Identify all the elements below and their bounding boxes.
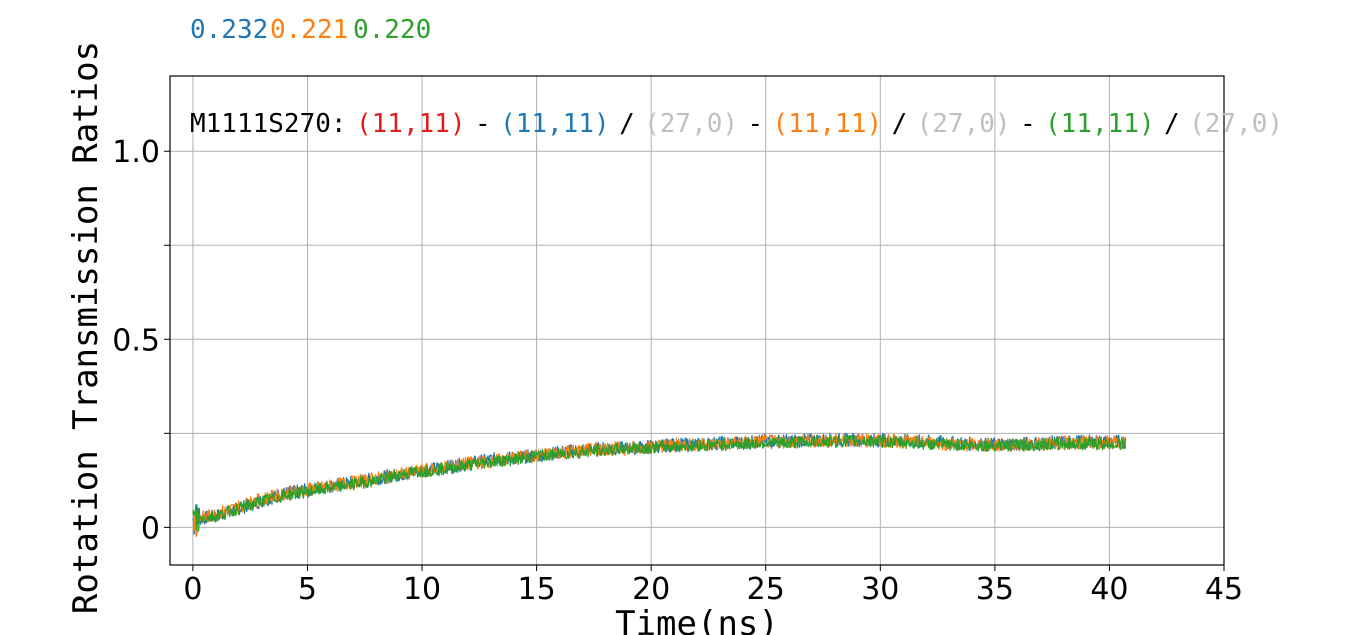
- x-tick-label: 40: [1090, 572, 1128, 607]
- x-tick-label: 45: [1205, 572, 1243, 607]
- series-layer: [192, 432, 1127, 538]
- y-tick-label: 0.5: [112, 323, 160, 358]
- annotation-segment: -: [747, 109, 763, 139]
- x-tick-label: 10: [403, 572, 441, 607]
- x-tick-label: 30: [861, 572, 899, 607]
- x-axis-label: Time(ns): [615, 604, 779, 635]
- y-tick-label: 1.0: [112, 135, 160, 170]
- annotation-segment: /: [619, 109, 635, 139]
- x-tick-label: 20: [632, 572, 670, 607]
- annotation-segment: (27,0): [1189, 109, 1283, 139]
- series-line-3: [192, 435, 1127, 532]
- annotation-segment: M1111S270:: [190, 109, 347, 139]
- top-value-2: 0.221: [270, 15, 348, 45]
- top-values: 0.232 0.221 0.220: [190, 15, 431, 45]
- x-tick-label: 0: [183, 572, 202, 607]
- ticks: 0 5 10 15 20 25 30 35 40 45 0 0.5 1.0: [112, 135, 1243, 607]
- annotation-segment: /: [892, 109, 908, 139]
- grid: [170, 76, 1225, 565]
- x-tick-label: 25: [747, 572, 785, 607]
- top-value-3: 0.220: [353, 15, 431, 45]
- y-tick-label: 0: [141, 511, 160, 546]
- plot-frame: [169, 75, 1225, 566]
- annotation-segment: -: [475, 109, 491, 139]
- x-tick-label: 5: [298, 572, 317, 607]
- annotation-segment: (11,11): [1045, 109, 1155, 139]
- y-axis-label: Rotation Transmission Ratios: [66, 41, 106, 614]
- annotation-segment: (11,11): [356, 109, 466, 139]
- x-tick-label: 15: [518, 572, 556, 607]
- annotation-segment: -: [1020, 109, 1036, 139]
- annotation-segment: (11,11): [773, 109, 883, 139]
- annotation: M1111S270: (11,11) - (11,11) / (27,0) - (11,11)…: [190, 109, 1283, 139]
- x-tick-label: 35: [976, 572, 1014, 607]
- annotation-segment: (27,0): [644, 109, 738, 139]
- annotation-segment: /: [1164, 109, 1180, 139]
- annotation-segment: (27,0): [917, 109, 1011, 139]
- top-value-1: 0.232: [190, 15, 268, 45]
- annotation-segment: (11,11): [500, 109, 610, 139]
